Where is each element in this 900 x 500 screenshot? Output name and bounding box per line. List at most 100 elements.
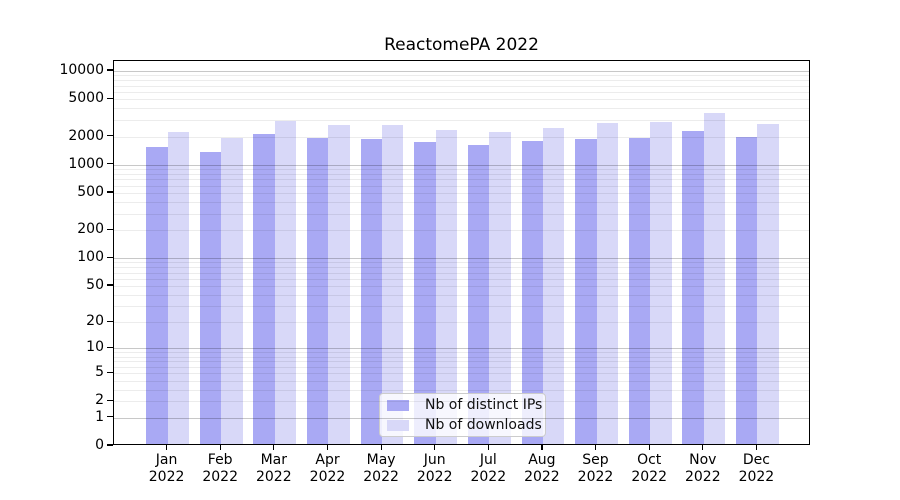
bar-distinct-ips-sep <box>575 139 597 444</box>
x-tick-label-nov: Nov 2022 <box>675 452 731 486</box>
x-tick-month: Aug <box>528 452 556 468</box>
y-tick-2000 <box>107 135 113 137</box>
y-tick-100 <box>107 256 113 258</box>
x-tick-year: 2022 <box>309 469 346 485</box>
x-tick-label-feb: Feb 2022 <box>192 452 248 486</box>
bar-distinct-ips-feb <box>199 151 222 444</box>
bar-distinct-ips-apr <box>307 138 329 444</box>
legend-swatch-distinct-ips <box>387 399 409 411</box>
y-tick-label-1000: 1000 <box>68 155 104 172</box>
x-tick-month: Feb <box>207 452 233 468</box>
y-tick-50 <box>107 284 113 286</box>
bar-distinct-ips-aug <box>521 141 543 444</box>
bar-distinct-ips-nov <box>682 131 704 444</box>
x-tick-label-apr: Apr 2022 <box>300 452 356 486</box>
bar-downloads-aug <box>542 128 565 444</box>
x-tick-feb <box>219 445 221 450</box>
x-tick-month: Jun <box>423 452 446 468</box>
x-tick-month: Mar <box>260 452 287 468</box>
x-tick-month: Jan <box>155 452 178 468</box>
y-tick-10000 <box>107 69 113 71</box>
x-tick-label-sep: Sep 2022 <box>568 452 624 486</box>
bars-layer <box>114 61 809 444</box>
x-tick-nov <box>702 445 704 450</box>
bar-downloads-mar <box>274 120 297 444</box>
bar-downloads-feb <box>221 137 243 444</box>
y-tick-20 <box>107 320 113 322</box>
bar-distinct-ips-jun <box>414 142 436 444</box>
x-tick-aug <box>541 445 543 450</box>
x-tick-year: 2022 <box>255 469 292 485</box>
y-tick-5 <box>107 371 113 373</box>
bar-distinct-ips-oct <box>628 137 651 444</box>
x-tick-sep <box>594 445 597 450</box>
y-tick-label-0: 0 <box>95 437 104 453</box>
x-tick-label-mar: Mar 2022 <box>246 452 302 486</box>
x-tick-month: Nov <box>689 452 717 468</box>
x-tick-month: Apr <box>315 452 340 468</box>
x-tick-apr <box>326 445 329 450</box>
bar-downloads-apr <box>328 125 350 444</box>
bar-distinct-ips-may <box>360 139 383 444</box>
x-tick-month: Oct <box>637 452 662 468</box>
y-tick-label-5000: 5000 <box>68 90 104 107</box>
bar-downloads-nov <box>703 112 726 444</box>
x-tick-year: 2022 <box>524 469 560 485</box>
x-tick-year: 2022 <box>577 469 614 485</box>
y-tick-label-100: 100 <box>77 249 104 266</box>
x-tick-may <box>380 445 382 450</box>
x-tick-month: Jul <box>479 452 497 468</box>
x-tick-label-jul: Jul 2022 <box>460 452 516 486</box>
x-tick-mar <box>273 445 275 450</box>
bar-downloads-jul <box>489 132 511 444</box>
x-tick-dec <box>755 445 758 450</box>
y-tick-label-5: 5 <box>95 364 104 381</box>
bar-downloads-jun <box>435 130 458 444</box>
x-tick-year: 2022 <box>738 469 775 485</box>
x-tick-year: 2022 <box>631 469 667 485</box>
y-tick-label-20: 20 <box>86 313 104 330</box>
y-tick-label-10: 10 <box>86 339 104 356</box>
x-tick-jan <box>166 445 168 450</box>
y-tick-2 <box>107 399 113 401</box>
y-tick-500 <box>107 191 113 193</box>
x-tick-year: 2022 <box>416 469 453 485</box>
y-tick-1000 <box>107 163 113 165</box>
x-tick-jul <box>487 445 489 450</box>
chart-title: ReactomePA 2022 <box>384 35 539 55</box>
x-tick-year: 2022 <box>684 469 721 485</box>
y-tick-200 <box>107 228 113 230</box>
x-tick-jun <box>434 445 436 450</box>
bar-distinct-ips-jul <box>467 145 490 444</box>
bar-distinct-ips-dec <box>735 137 758 444</box>
x-tick-year: 2022 <box>470 469 507 485</box>
x-tick-month: Dec <box>742 452 770 468</box>
bar-distinct-ips-mar <box>253 133 275 444</box>
y-tick-label-500: 500 <box>77 183 104 200</box>
legend-item-downloads: Nb of downloads <box>387 416 542 434</box>
bar-downloads-jan <box>167 132 189 444</box>
bar-downloads-oct <box>650 122 672 444</box>
legend-item-distinct-ips: Nb of distinct IPs <box>387 396 542 414</box>
x-tick-month: Sep <box>582 452 609 468</box>
x-tick-year: 2022 <box>363 469 399 485</box>
x-tick-year: 2022 <box>148 469 185 485</box>
bar-distinct-ips-jan <box>146 147 168 444</box>
legend-label-downloads: Nb of downloads <box>425 417 542 433</box>
bar-downloads-may <box>382 125 404 444</box>
x-tick-label-aug: Aug 2022 <box>514 452 570 486</box>
plot-area: Nb of distinct IPs Nb of downloads <box>113 60 810 445</box>
y-tick-1 <box>107 416 113 418</box>
y-tick-label-10000: 10000 <box>59 62 104 78</box>
legend-label-distinct-ips: Nb of distinct IPs <box>425 397 543 413</box>
x-tick-label-may: May 2022 <box>353 452 409 486</box>
x-tick-label-oct: Oct 2022 <box>621 452 677 486</box>
bar-downloads-sep <box>596 123 618 444</box>
y-tick-label-200: 200 <box>77 221 104 238</box>
legend-swatch-downloads <box>387 419 409 431</box>
y-tick-label-50: 50 <box>86 276 104 293</box>
y-tick-10 <box>107 346 113 349</box>
x-tick-year: 2022 <box>202 469 238 485</box>
y-tick-0 <box>107 444 113 446</box>
